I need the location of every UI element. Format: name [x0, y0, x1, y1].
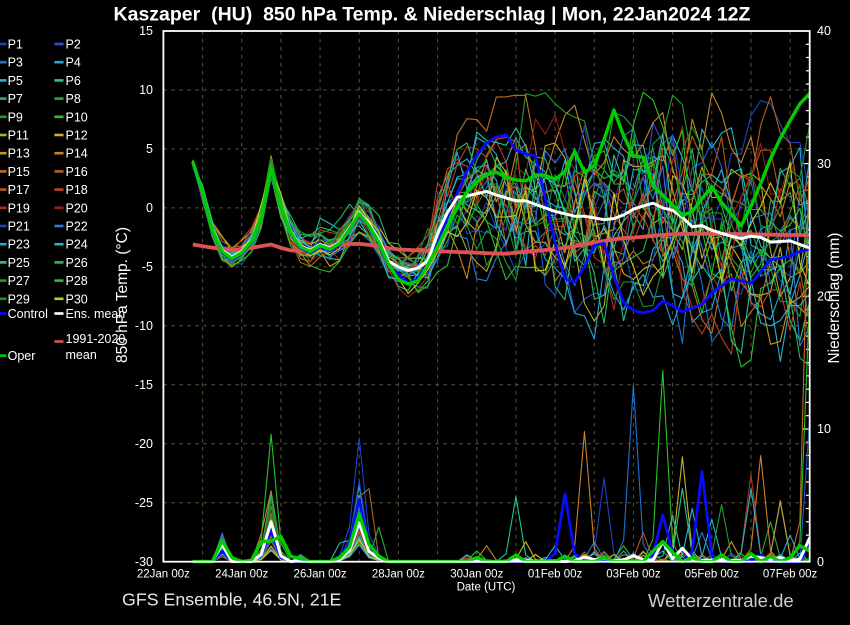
svg-text:Date (UTC): Date (UTC): [457, 582, 516, 594]
svg-text:P14: P14: [66, 147, 88, 161]
svg-text:-5: -5: [142, 260, 153, 274]
svg-text:P16: P16: [66, 165, 88, 179]
svg-text:P23: P23: [8, 238, 30, 252]
svg-text:P24: P24: [66, 238, 88, 252]
svg-text:03Feb 00z: 03Feb 00z: [606, 569, 661, 581]
svg-text:P2: P2: [66, 38, 81, 52]
svg-text:07Feb 00z: 07Feb 00z: [763, 569, 818, 581]
svg-text:10: 10: [139, 83, 153, 97]
svg-text:P20: P20: [66, 201, 88, 215]
svg-text:850 hPa Temp. (°C): 850 hPa Temp. (°C): [114, 227, 131, 363]
svg-text:P11: P11: [8, 129, 29, 143]
svg-text:5: 5: [146, 142, 153, 156]
svg-text:30Jan 00z: 30Jan 00z: [450, 569, 503, 581]
svg-text:20: 20: [817, 290, 831, 304]
svg-text:P4: P4: [66, 56, 81, 70]
svg-text:28Jan 00z: 28Jan 00z: [372, 569, 425, 581]
svg-text:P13: P13: [8, 147, 30, 161]
svg-text:GFS Ensemble, 46.5N, 21E: GFS Ensemble, 46.5N, 21E: [122, 590, 342, 610]
svg-text:15: 15: [139, 24, 153, 38]
svg-text:1991-2020: 1991-2020: [66, 332, 126, 346]
svg-text:Wetterzentrale.de: Wetterzentrale.de: [648, 590, 794, 611]
svg-text:0: 0: [817, 555, 824, 569]
svg-text:P5: P5: [8, 74, 23, 88]
svg-text:Ens. mean: Ens. mean: [66, 307, 126, 321]
svg-text:P1: P1: [8, 38, 23, 52]
svg-text:-30: -30: [135, 555, 153, 569]
svg-text:-15: -15: [135, 378, 153, 392]
svg-text:Kaszaper (HU) 850 hPa Temp.: Kaszaper (HU) 850 hPa Temp. & Niederschl…: [114, 4, 751, 26]
svg-text:P9: P9: [8, 110, 23, 124]
svg-text:30: 30: [817, 157, 831, 171]
svg-text:P29: P29: [8, 292, 30, 306]
svg-text:P10: P10: [66, 110, 88, 124]
svg-text:P18: P18: [66, 183, 88, 197]
svg-text:24Jan 00z: 24Jan 00z: [215, 569, 268, 581]
svg-text:05Feb 00z: 05Feb 00z: [685, 569, 740, 581]
svg-text:P7: P7: [8, 92, 23, 106]
svg-text:Niederschlag (mm): Niederschlag (mm): [826, 233, 843, 364]
svg-text:22Jan 00z: 22Jan 00z: [137, 569, 190, 581]
svg-text:P19: P19: [8, 201, 30, 215]
svg-text:P12: P12: [66, 129, 88, 143]
svg-text:mean: mean: [66, 348, 97, 362]
svg-text:26Jan 00z: 26Jan 00z: [294, 569, 347, 581]
svg-text:10: 10: [817, 422, 831, 436]
svg-text:P21: P21: [8, 220, 30, 234]
svg-text:01Feb 00z: 01Feb 00z: [528, 569, 583, 581]
svg-text:P28: P28: [66, 274, 88, 288]
svg-text:-25: -25: [135, 496, 153, 510]
svg-text:P22: P22: [66, 220, 88, 234]
svg-text:Oper: Oper: [8, 349, 36, 363]
svg-text:-10: -10: [135, 319, 153, 333]
svg-text:P8: P8: [66, 92, 81, 106]
svg-text:40: 40: [817, 24, 831, 38]
svg-text:P15: P15: [8, 165, 30, 179]
svg-text:P25: P25: [8, 256, 30, 270]
svg-text:P17: P17: [8, 183, 30, 197]
svg-text:0: 0: [146, 201, 153, 215]
svg-text:P30: P30: [66, 292, 88, 306]
svg-text:P6: P6: [66, 74, 81, 88]
svg-text:P27: P27: [8, 274, 30, 288]
svg-text:-20: -20: [135, 437, 153, 451]
svg-text:P3: P3: [8, 56, 23, 70]
svg-text:Control: Control: [8, 307, 48, 321]
svg-text:P26: P26: [66, 256, 88, 270]
